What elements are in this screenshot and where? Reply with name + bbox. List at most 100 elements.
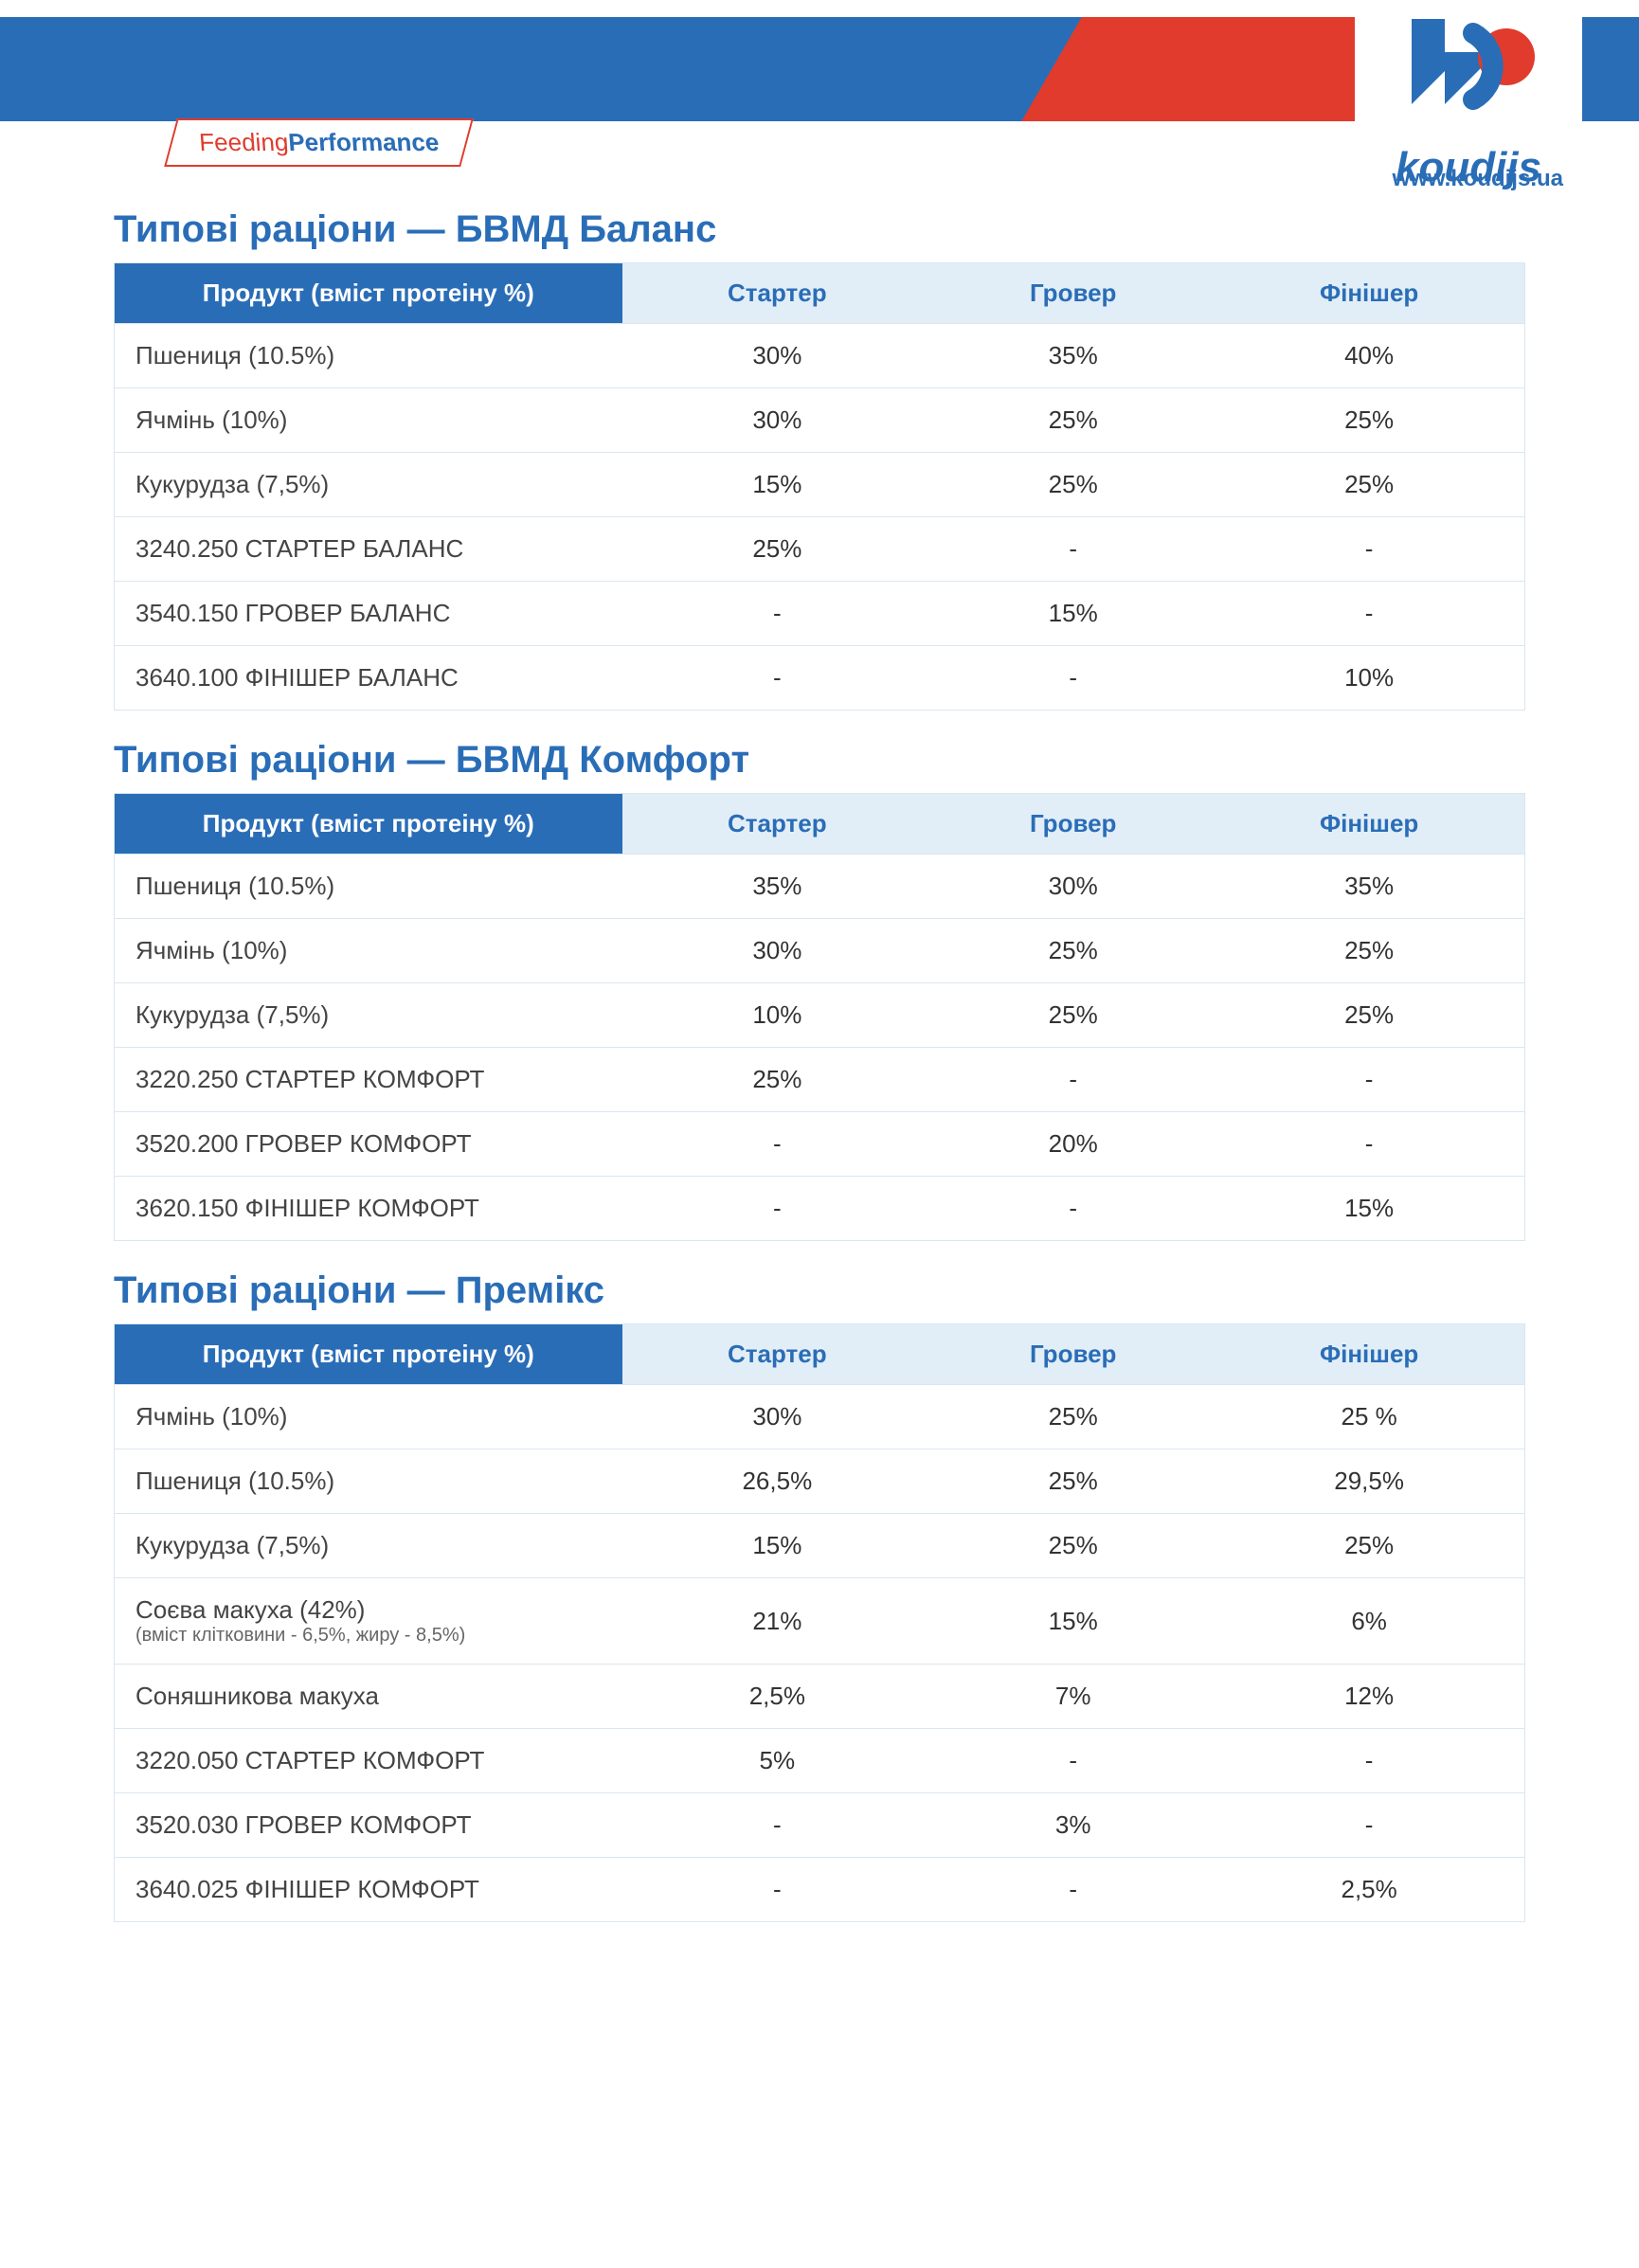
value-cell: 15%	[1214, 1177, 1524, 1241]
product-name: Пшениця (10.5%)	[135, 341, 334, 369]
ration-table: Продукт (вміст протеіну %)СтартерГроверФ…	[114, 1323, 1525, 1922]
table-row: 3520.030 ГРОВЕР КОМФОРТ-3%-	[115, 1793, 1525, 1858]
value-cell: -	[932, 1048, 1214, 1112]
table-row: Пшениця (10.5%)35%30%35%	[115, 855, 1525, 919]
value-cell: 15%	[932, 1578, 1214, 1665]
koudijs-logo-icon	[1374, 9, 1563, 142]
table-row: 3220.050 СТАРТЕР КОМФОРТ5%--	[115, 1729, 1525, 1793]
value-cell: 20%	[932, 1112, 1214, 1177]
product-name: Пшениця (10.5%)	[135, 872, 334, 900]
value-cell: 30%	[622, 919, 933, 983]
col-phase: Стартер	[622, 263, 933, 324]
table-row: 3520.200 ГРОВЕР КОМФОРТ-20%-	[115, 1112, 1525, 1177]
product-cell: Пшениця (10.5%)	[115, 855, 622, 919]
value-cell: 7%	[932, 1665, 1214, 1729]
value-cell: 2,5%	[1214, 1858, 1524, 1922]
product-cell: 3640.025 ФІНІШЕР КОМФОРТ	[115, 1858, 622, 1922]
value-cell: 15%	[932, 582, 1214, 646]
value-cell: 25%	[622, 1048, 933, 1112]
value-cell: 2,5%	[622, 1665, 933, 1729]
product-cell: Кукурудза (7,5%)	[115, 1514, 622, 1578]
product-name: 3520.030 ГРОВЕР КОМФОРТ	[135, 1810, 471, 1839]
product-name: Пшениця (10.5%)	[135, 1467, 334, 1495]
value-cell: -	[1214, 1793, 1524, 1858]
value-cell: 30%	[622, 324, 933, 388]
product-cell: Кукурудза (7,5%)	[115, 453, 622, 517]
value-cell: -	[932, 1177, 1214, 1241]
ration-table: Продукт (вміст протеіну %)СтартерГроверФ…	[114, 793, 1525, 1241]
product-cell: Соєва макуха (42%)(вміст клітковини - 6,…	[115, 1578, 622, 1665]
col-phase: Стартер	[622, 794, 933, 855]
value-cell: 10%	[1214, 646, 1524, 711]
value-cell: 6%	[1214, 1578, 1524, 1665]
product-cell: 3240.250 СТАРТЕР БАЛАНС	[115, 517, 622, 582]
ration-table: Продукт (вміст протеіну %)СтартерГроверФ…	[114, 262, 1525, 711]
page: koudijs Feeding Performance www.koudijs.…	[0, 0, 1639, 1960]
value-cell: 21%	[622, 1578, 933, 1665]
product-name: Кукурудза (7,5%)	[135, 1531, 329, 1559]
value-cell: 5%	[622, 1729, 933, 1793]
col-phase: Фінішер	[1214, 1324, 1524, 1385]
product-cell: 3220.050 СТАРТЕР КОМФОРТ	[115, 1729, 622, 1793]
product-name: Кукурудза (7,5%)	[135, 470, 329, 498]
value-cell: -	[932, 646, 1214, 711]
value-cell: -	[622, 1177, 933, 1241]
value-cell: 25%	[1214, 453, 1524, 517]
table-row: Соєва макуха (42%)(вміст клітковини - 6,…	[115, 1578, 1525, 1665]
product-name: Ячмінь (10%)	[135, 1402, 287, 1431]
value-cell: -	[1214, 517, 1524, 582]
product-cell: Пшениця (10.5%)	[115, 1449, 622, 1514]
value-cell: 25%	[932, 983, 1214, 1048]
value-cell: 35%	[932, 324, 1214, 388]
col-product: Продукт (вміст протеіну %)	[115, 1324, 622, 1385]
website-link[interactable]: www.koudijs.ua	[1393, 166, 1563, 192]
value-cell: 25%	[932, 919, 1214, 983]
product-name: Кукурудза (7,5%)	[135, 1000, 329, 1029]
product-name: 3220.050 СТАРТЕР КОМФОРТ	[135, 1746, 484, 1774]
section-title: Типові раціони — Премікс	[114, 1269, 1525, 1312]
product-cell: Ячмінь (10%)	[115, 919, 622, 983]
product-cell: 3620.150 ФІНІШЕР КОМФОРТ	[115, 1177, 622, 1241]
section-title: Типові раціони — БВМД Комфорт	[114, 739, 1525, 782]
value-cell: -	[1214, 582, 1524, 646]
value-cell: 29,5%	[1214, 1449, 1524, 1514]
table-row: 3640.100 ФІНІШЕР БАЛАНС--10%	[115, 646, 1525, 711]
product-cell: Соняшникова макуха	[115, 1665, 622, 1729]
header-banner: koudijs Feeding Performance www.koudijs.…	[0, 0, 1639, 152]
value-cell: -	[622, 646, 933, 711]
product-subtext: (вміст клітковини - 6,5%, жиру - 8,5%)	[135, 1625, 602, 1647]
table-row: 3220.250 СТАРТЕР КОМФОРТ25%--	[115, 1048, 1525, 1112]
product-cell: 3640.100 ФІНІШЕР БАЛАНС	[115, 646, 622, 711]
value-cell: -	[622, 1793, 933, 1858]
table-row: Кукурудза (7,5%)15%25%25%	[115, 453, 1525, 517]
product-cell: Ячмінь (10%)	[115, 1385, 622, 1449]
product-name: 3620.150 ФІНІШЕР КОМФОРТ	[135, 1194, 479, 1222]
value-cell: -	[932, 1729, 1214, 1793]
value-cell: 25%	[932, 1449, 1214, 1514]
table-row: Ячмінь (10%)30%25%25%	[115, 388, 1525, 453]
section-title: Типові раціони — БВМД Баланс	[114, 208, 1525, 251]
col-phase: Гровер	[932, 794, 1214, 855]
tagline-badge: Feeding Performance	[164, 118, 474, 167]
value-cell: 25%	[622, 517, 933, 582]
product-cell: Пшениця (10.5%)	[115, 324, 622, 388]
table-row: Кукурудза (7,5%)10%25%25%	[115, 983, 1525, 1048]
value-cell: 15%	[622, 1514, 933, 1578]
value-cell: 35%	[622, 855, 933, 919]
value-cell: 25%	[932, 1514, 1214, 1578]
content: Типові раціони — БВМД Баланс Продукт (вмі…	[0, 208, 1639, 1922]
product-cell: Кукурудза (7,5%)	[115, 983, 622, 1048]
value-cell: 25%	[1214, 388, 1524, 453]
product-name: Ячмінь (10%)	[135, 936, 287, 964]
table-row: Пшениця (10.5%)30%35%40%	[115, 324, 1525, 388]
table-row: Ячмінь (10%)30%25%25%	[115, 919, 1525, 983]
product-name: 3640.100 ФІНІШЕР БАЛАНС	[135, 663, 459, 692]
value-cell: 30%	[932, 855, 1214, 919]
value-cell: 25%	[1214, 1514, 1524, 1578]
value-cell: -	[622, 582, 933, 646]
table-row: Кукурудза (7,5%)15%25%25%	[115, 1514, 1525, 1578]
value-cell: 25%	[1214, 919, 1524, 983]
tagline-feeding: Feeding	[195, 128, 292, 157]
table-row: 3620.150 ФІНІШЕР КОМФОРТ--15%	[115, 1177, 1525, 1241]
product-cell: 3520.200 ГРОВЕР КОМФОРТ	[115, 1112, 622, 1177]
